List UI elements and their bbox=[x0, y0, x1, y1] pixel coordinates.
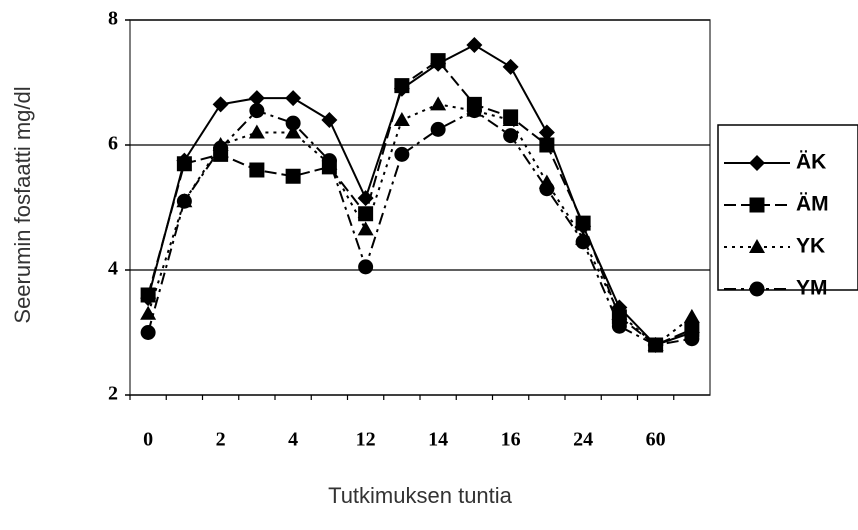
point bbox=[430, 53, 446, 69]
point bbox=[611, 305, 628, 320]
point bbox=[430, 121, 446, 137]
point bbox=[466, 103, 482, 119]
point bbox=[539, 181, 555, 197]
point bbox=[358, 259, 374, 275]
point bbox=[212, 96, 229, 113]
point bbox=[248, 90, 265, 107]
legend-marker bbox=[749, 197, 765, 213]
legend-label: ÄM bbox=[796, 193, 829, 216]
point bbox=[140, 287, 156, 303]
x-tick-label: 0 bbox=[143, 429, 153, 451]
legend-marker bbox=[749, 281, 765, 297]
point bbox=[285, 124, 302, 139]
legend-marker bbox=[749, 155, 765, 171]
point bbox=[502, 58, 519, 75]
point bbox=[538, 124, 555, 141]
legend-label: YK bbox=[796, 235, 825, 258]
point bbox=[684, 331, 700, 347]
series-line bbox=[147, 59, 693, 347]
point bbox=[357, 190, 374, 207]
point bbox=[611, 318, 627, 334]
series-line bbox=[147, 43, 693, 347]
y-tick-label: 2 bbox=[108, 383, 118, 405]
y-axis-title: Seerumin fosfaatti mg/dl bbox=[10, 86, 35, 323]
x-axis-title: Tutkimuksen tuntia bbox=[328, 483, 513, 508]
point bbox=[430, 96, 447, 111]
point bbox=[285, 90, 302, 107]
point bbox=[503, 128, 519, 144]
point bbox=[321, 153, 337, 169]
x-tick-label: 14 bbox=[428, 429, 448, 451]
point bbox=[357, 221, 374, 236]
x-tick-label: 16 bbox=[501, 429, 521, 451]
x-tick-label: 12 bbox=[356, 429, 376, 451]
x-tick-label: 4 bbox=[288, 429, 298, 451]
y-tick-label: 8 bbox=[108, 8, 118, 30]
point bbox=[213, 140, 229, 156]
point bbox=[358, 206, 374, 222]
point bbox=[140, 305, 157, 320]
point bbox=[140, 325, 156, 340]
point bbox=[285, 168, 301, 184]
point bbox=[321, 112, 338, 128]
point bbox=[248, 124, 265, 139]
x-tick-label: 2 bbox=[216, 429, 226, 451]
series-line bbox=[147, 109, 693, 347]
y-tick-label: 4 bbox=[108, 258, 118, 280]
legend-label: YM bbox=[796, 277, 828, 300]
point bbox=[249, 103, 265, 119]
legend-box bbox=[717, 124, 858, 291]
series-line bbox=[147, 103, 693, 347]
legend-marker bbox=[749, 239, 765, 253]
point bbox=[466, 37, 483, 53]
point bbox=[502, 112, 519, 126]
point bbox=[394, 78, 410, 94]
point bbox=[648, 337, 664, 353]
point bbox=[176, 193, 192, 209]
point bbox=[575, 234, 591, 250]
x-tick-label: 60 bbox=[646, 429, 666, 451]
y-tick-label: 6 bbox=[108, 133, 118, 155]
legend-label: ÄK bbox=[796, 151, 826, 174]
point bbox=[539, 137, 555, 153]
x-tick-label: 24 bbox=[573, 429, 593, 451]
point bbox=[249, 162, 265, 178]
point bbox=[575, 215, 591, 231]
point bbox=[394, 146, 410, 162]
point bbox=[176, 156, 192, 172]
point bbox=[393, 112, 410, 126]
point bbox=[683, 308, 700, 323]
point bbox=[285, 115, 301, 131]
